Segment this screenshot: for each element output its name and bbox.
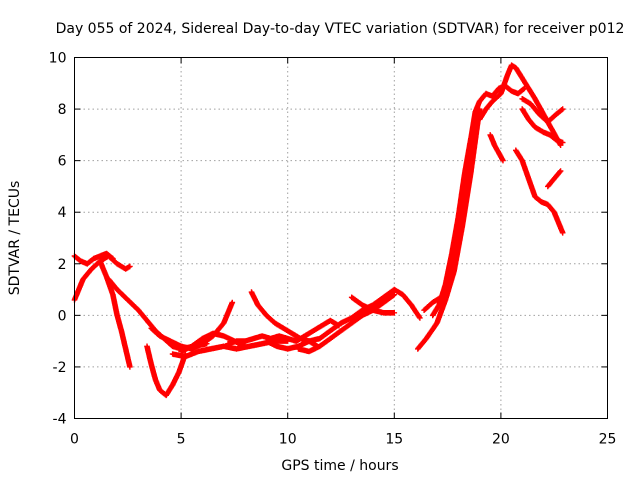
data-series [97, 258, 133, 370]
data-series [513, 147, 566, 236]
data-point-markers [169, 338, 291, 360]
y-tick-label: 2 [58, 257, 67, 273]
data-series [169, 338, 291, 360]
data-point-markers [545, 168, 564, 190]
x-tick-label: 10 [279, 432, 297, 448]
data-point-markers [348, 294, 398, 316]
x-tick-label: 5 [177, 432, 186, 448]
data-series [476, 62, 564, 148]
y-axis-label: SDTVAR / TECUs [7, 181, 23, 296]
data-layer [71, 62, 566, 399]
plot-frame [74, 57, 608, 419]
data-point-markers [487, 132, 506, 164]
data-series [519, 106, 566, 146]
x-axis-label: GPS time / hours [281, 458, 398, 474]
data-point-markers [519, 96, 566, 125]
y-tick-label: 6 [58, 154, 67, 170]
x-tick-label: 20 [492, 432, 510, 448]
data-series [519, 96, 566, 125]
data-point-markers [519, 106, 566, 146]
x-tick-label: 15 [385, 432, 403, 448]
data-point-markers [513, 147, 566, 236]
grid-layer [74, 57, 608, 419]
data-point-markers [225, 317, 342, 347]
data-point-markers [97, 258, 133, 370]
data-point-markers [263, 286, 423, 352]
x-tick-label: 0 [70, 432, 79, 448]
y-tick-label: -2 [53, 360, 67, 376]
y-tick-label: 8 [58, 102, 67, 118]
x-tick-label: 25 [599, 432, 617, 448]
data-series [348, 294, 398, 316]
data-series [144, 343, 189, 399]
data-point-markers [144, 343, 189, 399]
chart-title: Day 055 of 2024, Sidereal Day-to-day VTE… [56, 21, 625, 37]
data-series [225, 317, 342, 347]
data-series [487, 132, 506, 164]
y-tick-label: 0 [58, 308, 67, 324]
tick-layer: 0 5 10 15 20 25 -4 -2 0 2 4 6 8 10 [49, 51, 617, 448]
data-series [263, 286, 423, 352]
y-tick-label: 4 [58, 205, 67, 221]
data-series [545, 168, 564, 190]
y-tick-label: -4 [53, 412, 67, 428]
y-tick-label: 10 [49, 51, 67, 67]
data-point-markers [476, 62, 564, 148]
